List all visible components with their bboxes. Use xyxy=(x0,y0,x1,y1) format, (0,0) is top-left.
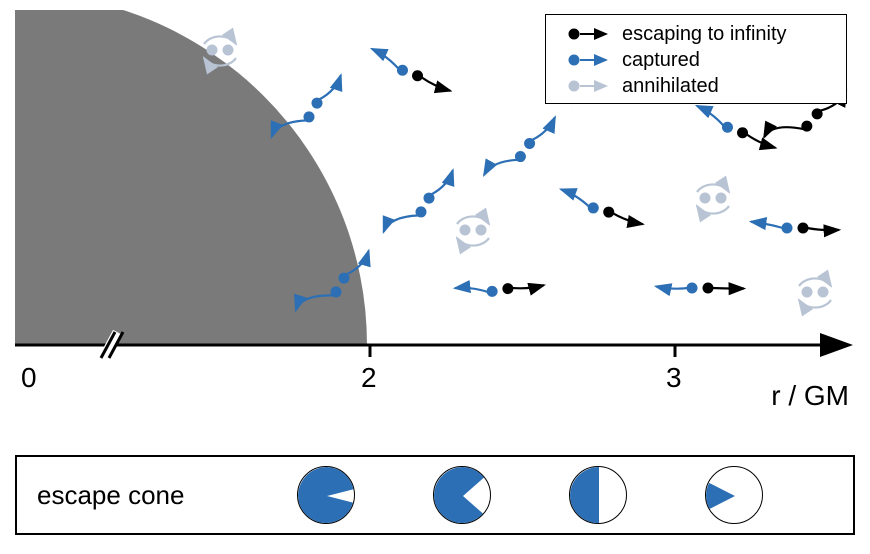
axis-tick-3: 3 xyxy=(666,362,682,394)
legend-label-captured: captured xyxy=(622,49,700,72)
axis-tick-2: 2 xyxy=(361,362,377,394)
escape-cone-label: escape cone xyxy=(37,480,277,511)
main-diagram: escaping to infinity captured annihilate… xyxy=(15,10,855,425)
particle-pair xyxy=(656,283,744,294)
legend-row-escaping: escaping to infinity xyxy=(556,21,836,47)
legend-label-escaping: escaping to infinity xyxy=(622,23,787,46)
particle-pair xyxy=(372,49,450,91)
legend-icon-escaping xyxy=(556,24,612,44)
particle-pair xyxy=(561,189,643,224)
escape-cone-2 xyxy=(569,466,627,524)
particle-pair xyxy=(799,278,831,307)
escape-cone-1 xyxy=(433,466,491,524)
escape-cone-panel: escape cone xyxy=(15,455,855,535)
escape-cone-3 xyxy=(705,466,763,524)
particle-pair xyxy=(484,117,555,175)
legend-row-captured: captured xyxy=(556,47,836,73)
legend: escaping to infinity captured annihilate… xyxy=(545,14,847,104)
escape-cones xyxy=(297,466,763,524)
particle-pair xyxy=(384,170,453,232)
escape-cone-0 xyxy=(297,466,355,524)
particle-pair xyxy=(751,222,839,234)
legend-icon-annihilated xyxy=(556,76,612,96)
legend-row-annihilated: annihilated xyxy=(556,73,836,99)
axis-tick-0: 0 xyxy=(21,362,37,394)
legend-icon-captured xyxy=(556,50,612,70)
particle-pair xyxy=(697,106,775,148)
particle-pair xyxy=(697,184,729,213)
legend-label-annihilated: annihilated xyxy=(622,75,719,98)
particle-pair xyxy=(455,283,544,297)
particle-pair xyxy=(457,216,489,245)
axis-label: r / GM xyxy=(771,380,849,412)
